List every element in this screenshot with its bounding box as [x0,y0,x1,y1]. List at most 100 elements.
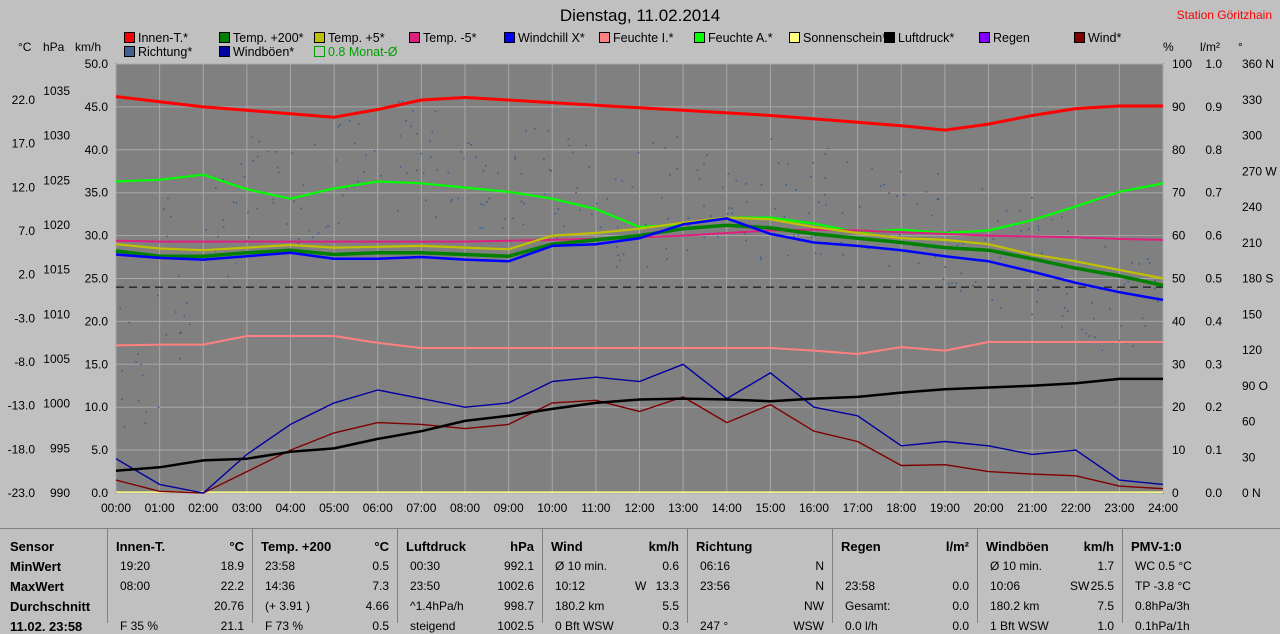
row-label: MaxWert [10,579,64,594]
direction-point [1061,216,1063,219]
tick-label-direction: 360 N [1242,57,1274,71]
direction-point [373,150,376,152]
direction-point [1052,262,1055,264]
direction-point [1066,292,1069,295]
direction-point [1132,345,1134,347]
direction-point [496,172,499,174]
direction-point [709,215,712,217]
table-cell-label: 10:06 [990,579,1021,593]
direction-point [588,166,590,168]
direction-point [429,140,431,143]
tick-label-kmh: 35.0 [85,186,109,200]
tick-label-time: 08:00 [450,501,480,515]
direction-point [563,225,565,228]
direction-point [297,242,300,245]
direction-point [585,144,587,147]
table-cell-label: 23:50 [410,579,441,593]
direction-point [293,200,295,202]
tick-label-time: 10:00 [537,501,567,515]
legend-label: 0.8 Monat-Ø [328,45,398,59]
series-line-innen-t [115,95,1163,132]
direction-point [137,399,140,402]
tick-label-hpa: 1005 [43,352,70,366]
direction-point [1094,336,1096,338]
table-cell-value: 21.1 [220,619,244,633]
table-cell-value: 1002.5 [497,619,534,633]
direction-point [294,240,296,242]
direction-point [758,228,760,231]
direction-point [1037,225,1039,228]
legend-item: Temp. -5* [409,32,477,45]
direction-point [308,229,310,232]
direction-point [1154,287,1156,290]
direction-point [256,155,259,158]
direction-point [824,152,827,155]
direction-point [896,195,898,197]
direction-point [687,217,690,220]
direction-point [266,150,269,153]
legend-swatch [314,32,325,43]
legend-label: Windböen* [233,45,295,59]
table-cell-value: 0.5 [372,559,389,573]
table-cell-value: 0.0 [952,619,969,633]
tick-label-kmh: 30.0 [85,229,109,243]
tick-label-direction: 180 S [1242,272,1273,286]
legend-swatch [219,32,230,43]
direction-point [1020,230,1022,232]
direction-point [959,241,961,244]
table-cell-value: WSW [793,619,824,633]
direction-point [595,202,598,205]
direction-point [606,198,609,200]
direction-point [887,234,889,237]
direction-point [217,235,219,238]
direction-point [1031,313,1033,316]
direction-point [1028,228,1030,230]
legend-swatch [504,32,515,43]
direction-point [1091,301,1093,304]
direction-point [312,236,314,239]
direction-point [903,194,905,196]
direction-point [222,178,224,181]
table-cell-label: 180.2 km [555,599,605,613]
direction-point [698,178,701,181]
tick-label-time: 14:00 [712,501,742,515]
table-cell-value: NW [804,599,824,613]
series-line-wind [115,396,1164,494]
direction-point [867,247,870,250]
direction-point [797,234,800,236]
direction-point [300,207,303,210]
direction-point [1005,210,1008,212]
unit-hpa: hPa [43,40,65,54]
direction-point [170,215,172,218]
direction-point [363,171,365,173]
direction-point [399,166,402,168]
direction-point [972,284,975,287]
direction-point [892,229,894,232]
direction-point [550,170,553,172]
direction-point [543,193,546,196]
table-cell-value: 0.0 [952,579,969,593]
direction-point [317,232,320,235]
tick-label-time: 21:00 [1017,501,1047,515]
direction-point [1126,341,1129,344]
unit-degree: ° [1238,40,1243,54]
direction-point [205,229,207,231]
direction-point [482,204,485,206]
direction-point [888,265,890,267]
tick-label-direction: 0 N [1242,486,1261,500]
tick-label-direction: 120 [1242,343,1262,357]
direction-point [760,183,763,186]
direction-point [252,160,254,162]
table-cell-label: Gesamt: [845,599,891,613]
tick-label-time: 20:00 [973,501,1003,515]
direction-point [812,161,815,164]
table-cell-label: 0 Bft WSW [555,619,614,633]
direction-point [744,232,746,235]
tick-label-hpa: 1000 [43,397,70,411]
direction-point [823,194,826,196]
direction-point [951,282,953,284]
direction-point [669,173,671,176]
tick-label-celsius: 2.0 [18,268,35,282]
direction-point [1148,262,1151,264]
direction-point [571,244,574,246]
